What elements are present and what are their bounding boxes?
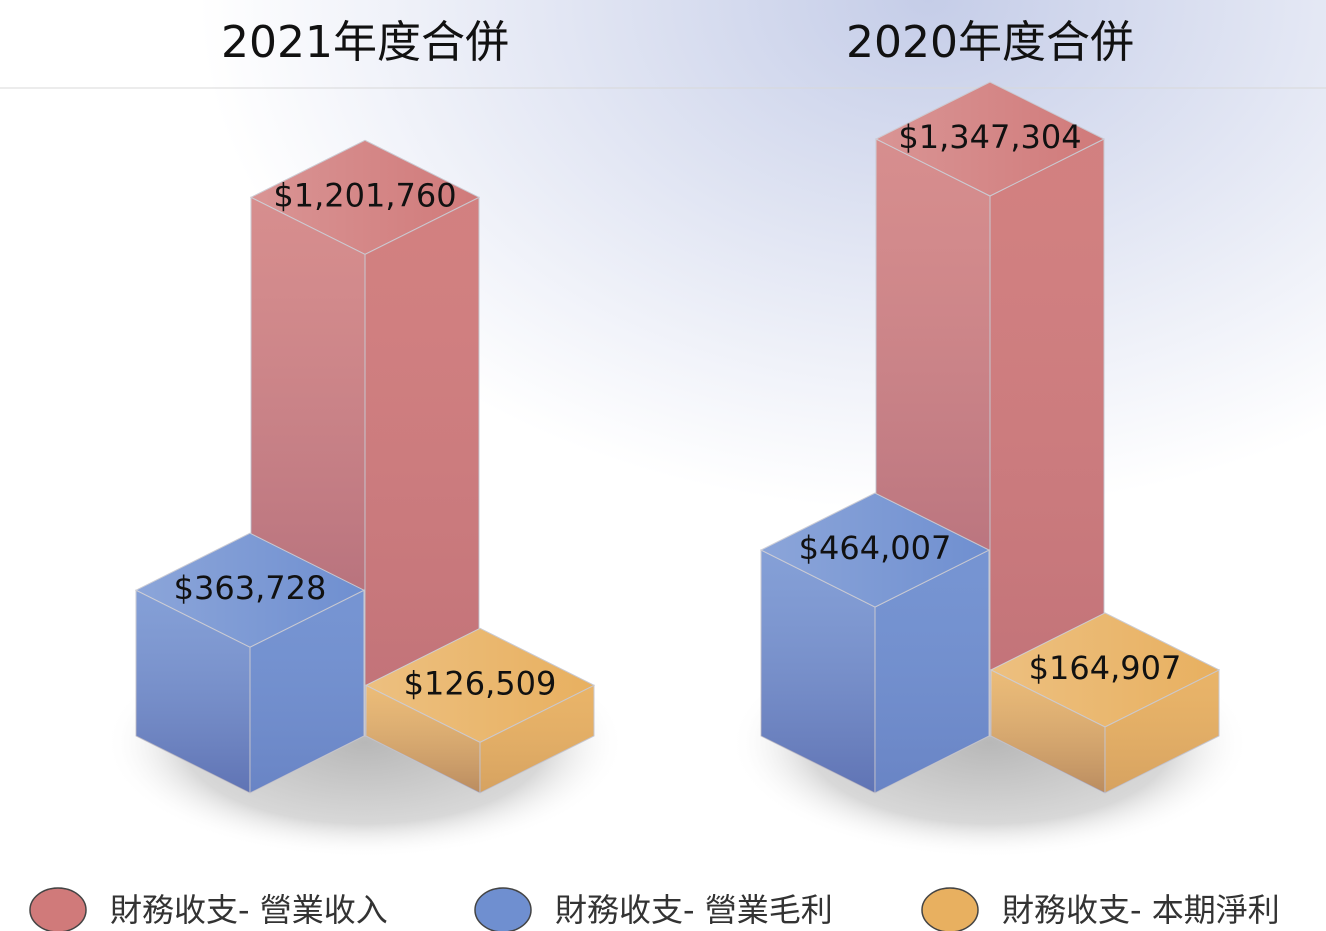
legend-swatch	[921, 887, 979, 931]
bar-right-shade	[365, 197, 479, 736]
bar	[989, 612, 1221, 794]
bar-left-shade	[761, 550, 875, 793]
panel-title: 2020年度合併	[846, 17, 1134, 68]
bar-top-shade	[876, 82, 1104, 196]
bar-left-shade	[991, 669, 1105, 793]
bar-right-shade	[480, 685, 594, 793]
bar	[134, 532, 366, 794]
panel-title: 2021年度合併	[221, 17, 509, 68]
legend-label: 財務收支- 營業收入	[110, 891, 388, 929]
value-label: $1,347,304	[898, 118, 1081, 156]
value-label: $164,907	[1029, 649, 1182, 687]
value-label: $363,728	[174, 569, 327, 607]
bar-right-shade	[990, 139, 1104, 736]
value-label: $464,007	[799, 529, 952, 567]
legend-label: 財務收支- 營業毛利	[555, 891, 833, 929]
value-label: $126,509	[404, 664, 557, 702]
bar-left-shade	[136, 590, 250, 793]
bar	[364, 627, 596, 794]
bar-top-shade	[366, 628, 594, 743]
value-label: $1,201,760	[273, 176, 456, 214]
bar	[759, 492, 991, 794]
legend-label: 財務收支- 本期淨利	[1002, 891, 1280, 929]
bar-right-shade	[250, 590, 364, 793]
bar-top-shade	[136, 533, 364, 648]
bar-right-shade	[1105, 669, 1219, 793]
bar-top-shade	[991, 612, 1219, 727]
legend-swatch	[474, 887, 532, 931]
legend-swatch	[29, 887, 87, 931]
bar-top-shade	[251, 140, 479, 255]
bar-left-shade	[366, 685, 480, 793]
bar-right-shade	[875, 550, 989, 793]
plot: 2021年度合併 $1,201,760 $363,728 $126,509 2020年度…	[29, 17, 1280, 931]
bar-top-shade	[761, 493, 989, 608]
